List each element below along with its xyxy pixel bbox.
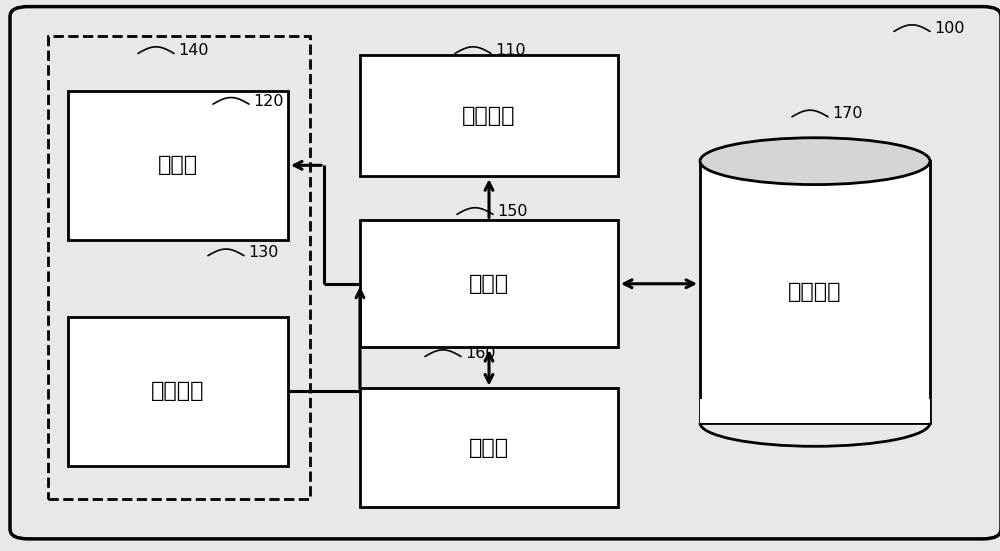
Bar bbox=[48, 36, 310, 499]
Text: 定时器: 定时器 bbox=[469, 437, 509, 458]
Bar bbox=[700, 399, 930, 423]
Text: 显示器: 显示器 bbox=[158, 155, 198, 175]
Text: 130: 130 bbox=[248, 245, 278, 260]
Text: 成像部分: 成像部分 bbox=[462, 106, 516, 126]
Ellipse shape bbox=[700, 138, 930, 185]
Bar bbox=[68, 91, 288, 240]
FancyBboxPatch shape bbox=[10, 7, 1000, 539]
Text: 170: 170 bbox=[832, 106, 862, 121]
Text: 存储部分: 存储部分 bbox=[788, 282, 842, 302]
Text: 140: 140 bbox=[178, 43, 208, 58]
Text: 160: 160 bbox=[465, 346, 496, 361]
Text: 100: 100 bbox=[934, 21, 964, 36]
Text: 控制器: 控制器 bbox=[469, 274, 509, 294]
Bar bbox=[700, 161, 930, 423]
Bar bbox=[360, 388, 618, 507]
Text: 触摸面板: 触摸面板 bbox=[151, 381, 205, 401]
Bar bbox=[360, 220, 618, 347]
Bar bbox=[68, 317, 288, 466]
Text: 150: 150 bbox=[497, 204, 528, 219]
Bar bbox=[360, 55, 618, 176]
Text: 120: 120 bbox=[253, 94, 284, 109]
Text: 110: 110 bbox=[495, 43, 526, 58]
